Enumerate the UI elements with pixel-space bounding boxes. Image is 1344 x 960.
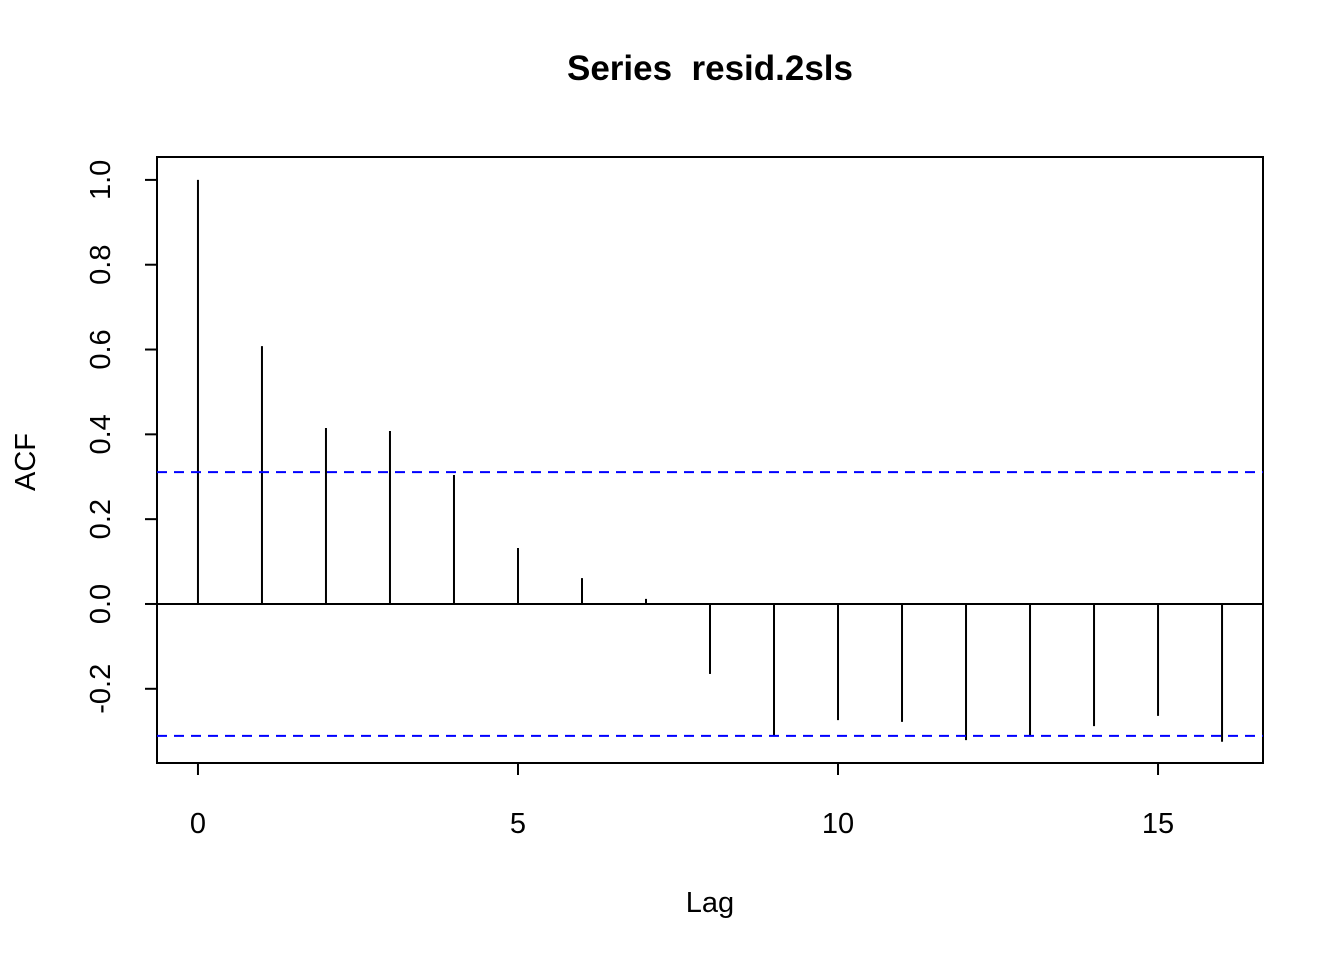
x-axis-label: Lag xyxy=(686,887,734,919)
y-tick-label: 0.6 xyxy=(85,329,117,369)
x-tick-label: 10 xyxy=(822,808,854,840)
y-tick-label: 0.4 xyxy=(85,414,117,454)
plot-frame xyxy=(156,156,1264,764)
y-tick-label: 0.8 xyxy=(85,245,117,285)
y-tick-label: -0.2 xyxy=(85,664,117,714)
y-tick-label: 0.0 xyxy=(85,584,117,624)
y-tick-label: 1.0 xyxy=(85,160,117,200)
y-axis-label: ACF xyxy=(10,433,42,491)
x-tick-label: 15 xyxy=(1142,808,1174,840)
chart-title: Series resid.2sls xyxy=(567,49,853,88)
x-tick-label: 0 xyxy=(190,808,206,840)
y-tick-label: 0.2 xyxy=(85,499,117,539)
x-tick-label: 5 xyxy=(510,808,526,840)
